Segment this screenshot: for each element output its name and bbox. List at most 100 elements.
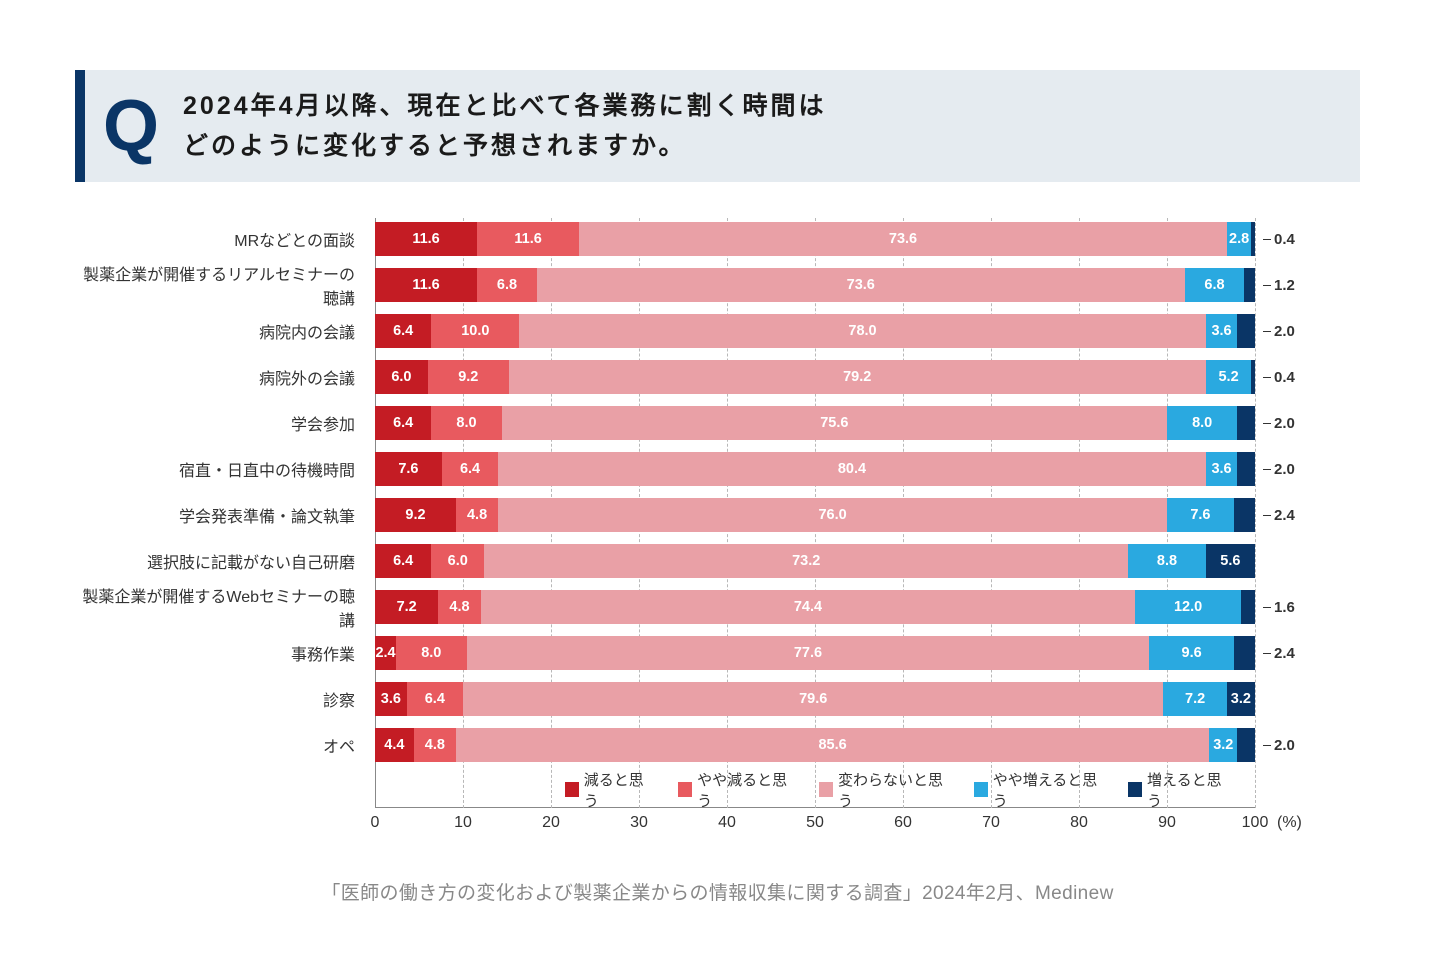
legend-swatch — [974, 782, 988, 797]
category-label: 選択肢に記載がない自己研磨 — [75, 549, 355, 573]
stacked-bar: 11.66.873.66.8 — [375, 268, 1255, 302]
legend-label: 減ると思う — [584, 769, 653, 811]
stacked-bar: 3.66.479.67.23.2 — [375, 682, 1255, 716]
bar-segment-increase — [1237, 728, 1255, 762]
overflow-value-label: 2.0 — [1263, 314, 1295, 348]
x-tick: 70 — [982, 814, 1000, 832]
bar-segment-increase — [1237, 406, 1255, 440]
stacked-bar: 7.66.480.43.6 — [375, 452, 1255, 486]
stacked-bar: 9.24.876.07.6 — [375, 498, 1255, 532]
category-label: 製薬企業が開催するリアルセミナーの聴講 — [75, 261, 355, 309]
stacked-bar: 11.611.673.62.8 — [375, 222, 1255, 256]
bar-segment-slight_decrease: 9.2 — [428, 360, 509, 394]
legend-swatch — [1128, 782, 1142, 797]
stacked-bar: 6.48.075.68.0 — [375, 406, 1255, 440]
bar-segment-slight_increase: 2.8 — [1227, 222, 1252, 256]
legend-swatch — [678, 782, 692, 797]
bar-segment-no_change: 79.2 — [509, 360, 1206, 394]
bar-segment-increase — [1251, 222, 1255, 256]
bar-segment-no_change: 80.4 — [498, 452, 1206, 486]
bar-segment-no_change: 79.6 — [463, 682, 1163, 716]
bar-segment-increase — [1234, 636, 1255, 670]
category-label: MRなどとの面談 — [75, 227, 355, 251]
x-axis: 0102030405060708090100(%) — [375, 814, 1255, 844]
bar-segment-increase — [1237, 314, 1255, 348]
bar-segment-slight_increase: 3.6 — [1206, 452, 1238, 486]
x-tick: 50 — [806, 814, 824, 832]
category-label: 病院外の会議 — [75, 365, 355, 389]
bar-row: 病院内の会議6.410.078.03.62.0 — [375, 310, 1255, 352]
bar-segment-decrease: 2.4 — [375, 636, 396, 670]
stacked-bar: 4.44.885.63.2 — [375, 728, 1255, 762]
bar-segment-decrease: 9.2 — [375, 498, 456, 532]
question-text: 2024年4月以降、現在と比べて各業務に割く時間は どのように変化すると予想され… — [183, 86, 827, 166]
legend-item-slight_decrease: やや減ると思う — [678, 769, 793, 811]
overflow-value-label: 2.0 — [1263, 406, 1295, 440]
bar-segment-increase: 5.6 — [1206, 544, 1255, 578]
bar-row: 病院外の会議6.09.279.25.20.4 — [375, 356, 1255, 398]
bar-row: 選択肢に記載がない自己研磨6.46.073.28.85.6 — [375, 540, 1255, 582]
stacked-bar: 6.410.078.03.6 — [375, 314, 1255, 348]
bar-segment-slight_increase: 8.8 — [1128, 544, 1205, 578]
bar-segment-decrease: 6.0 — [375, 360, 428, 394]
bar-row: オペ4.44.885.63.22.0 — [375, 724, 1255, 766]
overflow-value-label: 2.4 — [1263, 636, 1295, 670]
stacked-bar: 6.09.279.25.2 — [375, 360, 1255, 394]
legend-label: 増えると思う — [1147, 769, 1229, 811]
bar-segment-slight_increase: 12.0 — [1135, 590, 1241, 624]
bar-segment-decrease: 11.6 — [375, 268, 477, 302]
category-label: オペ — [75, 733, 355, 757]
bar-segment-slight_increase: 8.0 — [1167, 406, 1237, 440]
legend-swatch — [819, 782, 833, 797]
overflow-value-label: 0.4 — [1263, 222, 1295, 256]
bar-row: 製薬企業が開催するリアルセミナーの聴講11.66.873.66.81.2 — [375, 264, 1255, 306]
category-label: 学会発表準備・論文執筆 — [75, 503, 355, 527]
bar-segment-slight_decrease: 8.0 — [396, 636, 466, 670]
stacked-bar: 2.48.077.69.6 — [375, 636, 1255, 670]
bar-segment-no_change: 73.6 — [537, 268, 1185, 302]
bar-segment-slight_increase: 3.2 — [1209, 728, 1237, 762]
bar-segment-increase: 3.2 — [1227, 682, 1255, 716]
bar-row: 製薬企業が開催するWebセミナーの聴講7.24.874.412.01.6 — [375, 586, 1255, 628]
bar-segment-slight_increase: 7.6 — [1167, 498, 1234, 532]
bar-segment-increase — [1251, 360, 1255, 394]
bar-segment-no_change: 77.6 — [467, 636, 1150, 670]
bar-segment-slight_increase: 7.2 — [1163, 682, 1226, 716]
overflow-value-label: 1.2 — [1263, 268, 1295, 302]
stacked-bar: 6.46.073.28.85.6 — [375, 544, 1255, 578]
category-label: 診察 — [75, 687, 355, 711]
bar-segment-no_change: 74.4 — [481, 590, 1136, 624]
legend-swatch — [565, 782, 579, 797]
x-tick: 30 — [630, 814, 648, 832]
category-label: 製薬企業が開催するWebセミナーの聴講 — [75, 583, 355, 631]
bar-row: 学会参加6.48.075.68.02.0 — [375, 402, 1255, 444]
legend-label: やや減ると思う — [697, 769, 793, 811]
bar-segment-decrease: 7.2 — [375, 590, 438, 624]
plot-area: MRなどとの面談11.611.673.62.80.4製薬企業が開催するリアルセミ… — [375, 218, 1255, 808]
x-tick: 40 — [718, 814, 736, 832]
bar-segment-slight_decrease: 6.4 — [442, 452, 498, 486]
bar-segment-no_change: 75.6 — [502, 406, 1167, 440]
bar-segment-slight_decrease: 4.8 — [456, 498, 498, 532]
bar-segment-no_change: 73.2 — [484, 544, 1128, 578]
bar-row: 診察3.66.479.67.23.2 — [375, 678, 1255, 720]
bar-segment-slight_increase: 3.6 — [1206, 314, 1238, 348]
x-tick: 80 — [1070, 814, 1088, 832]
overflow-value-label: 0.4 — [1263, 360, 1295, 394]
bar-segment-slight_increase: 9.6 — [1149, 636, 1233, 670]
bar-segment-slight_decrease: 8.0 — [431, 406, 501, 440]
category-label: 宿直・日直中の待機時間 — [75, 457, 355, 481]
bar-segment-slight_decrease: 6.8 — [477, 268, 537, 302]
legend-label: やや増えると思う — [993, 769, 1103, 811]
x-tick: 90 — [1158, 814, 1176, 832]
bar-segment-no_change: 85.6 — [456, 728, 1209, 762]
bar-segment-slight_decrease: 6.0 — [431, 544, 484, 578]
bar-segment-increase — [1234, 498, 1255, 532]
bar-segment-decrease: 6.4 — [375, 314, 431, 348]
bar-segment-decrease: 4.4 — [375, 728, 414, 762]
bar-segment-decrease: 11.6 — [375, 222, 477, 256]
stacked-bar-chart: MRなどとの面談11.611.673.62.80.4製薬企業が開催するリアルセミ… — [85, 218, 1360, 844]
legend-item-no_change: 変わらないと思う — [819, 769, 948, 811]
x-tick: 0 — [371, 814, 380, 832]
bar-segment-no_change: 78.0 — [519, 314, 1205, 348]
